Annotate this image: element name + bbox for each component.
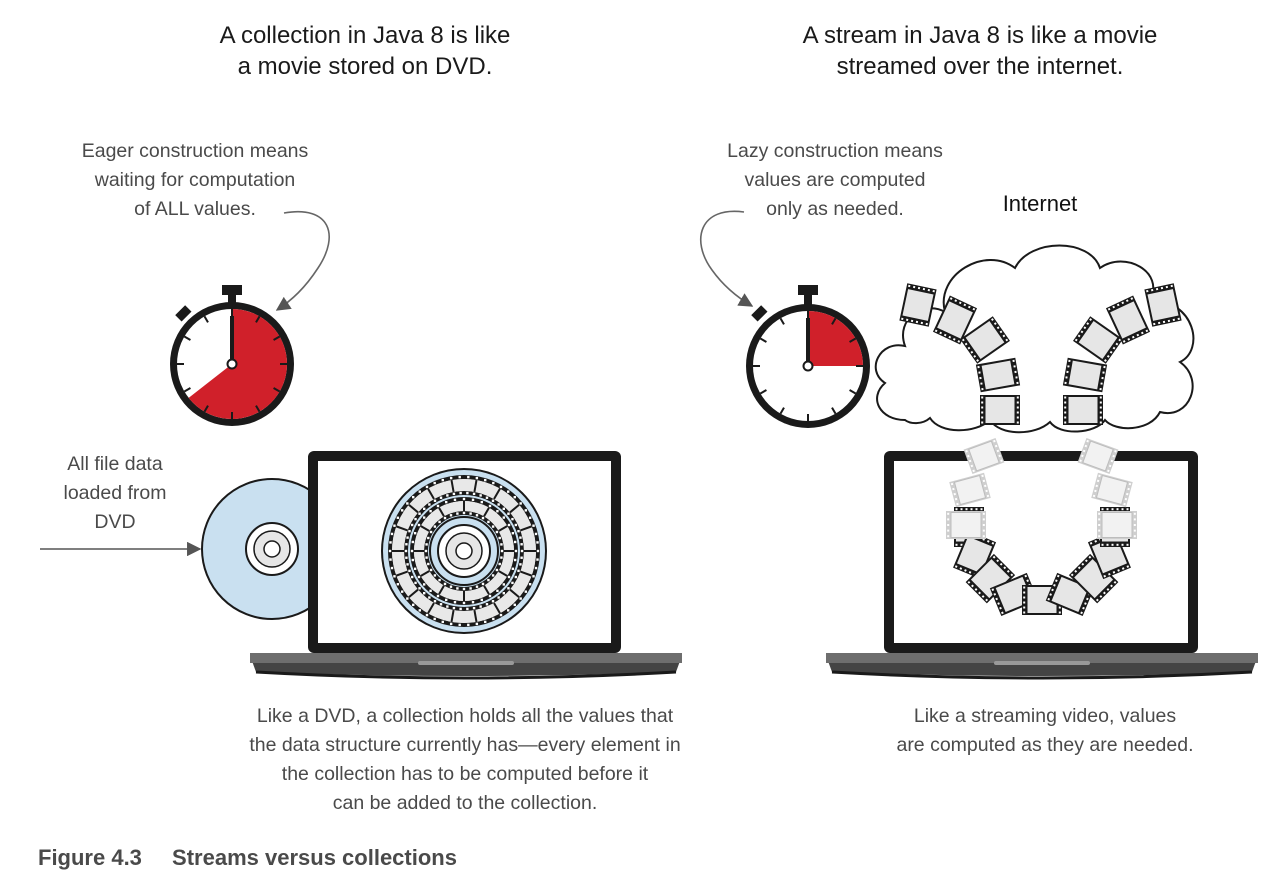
left-annotation-line: of ALL values. (134, 198, 256, 220)
right-annotation: Lazy construction means values are compu… (695, 137, 975, 224)
figure-title: Streams versus collections (172, 845, 457, 870)
right-annotation-line: only as needed. (766, 198, 904, 220)
right-description-line: Like a streaming video, values (913, 705, 1177, 727)
dvd-disc-icon (201, 478, 343, 620)
right-description: Like a streaming video, values are compu… (840, 702, 1250, 760)
left-description-line: Like a DVD, a collection holds all the v… (256, 705, 674, 727)
left-heading-line: A collection in Java 8 is like (219, 22, 511, 49)
figure-number: Figure 4.3 (38, 845, 142, 870)
left-annotation-line: Eager construction means (81, 140, 309, 162)
dvd-side-note-line: DVD (94, 511, 136, 533)
left-annotation-line: waiting for computation (94, 169, 296, 191)
film-strip-icon (899, 283, 1182, 616)
cloud-icon (874, 244, 1195, 434)
dvd-side-note-line: loaded from (63, 482, 167, 504)
right-annotation-line: Lazy construction means (727, 140, 943, 162)
dvd-side-note-line: All file data (67, 453, 163, 475)
cloud-label: Internet (1002, 191, 1078, 216)
right-heading-line: A stream in Java 8 is like a movie (802, 22, 1158, 49)
left-description-line: the collection has to be computed before… (281, 763, 649, 785)
stopwatch-icon (170, 285, 294, 426)
left-description-line: the data structure currently has—every e… (249, 734, 681, 756)
annotation-arrow (699, 210, 754, 307)
left-description-line: can be added to the collection. (332, 792, 598, 814)
right-heading-line: streamed over the internet. (836, 53, 1124, 80)
right-heading: A stream in Java 8 is like a movie strea… (755, 20, 1205, 82)
right-description-line: are computed as they are needed. (896, 734, 1194, 756)
film-reel-icon (381, 468, 547, 634)
laptop-icon (826, 451, 1258, 680)
left-heading: A collection in Java 8 is like a movie s… (145, 20, 585, 82)
elapsed-time-wedge (808, 311, 863, 366)
left-heading-line: a movie stored on DVD. (237, 53, 493, 80)
left-annotation: Eager construction means waiting for com… (50, 137, 340, 224)
left-description: Like a DVD, a collection holds all the v… (180, 702, 750, 818)
annotation-arrow (275, 210, 330, 311)
right-annotation-line: values are computed (744, 169, 926, 191)
elapsed-time-wedge (188, 309, 287, 419)
stopwatch-icon (746, 285, 870, 428)
dvd-side-note: All file data loaded from DVD (40, 450, 190, 537)
figure-caption: Figure 4.3 Streams versus collections (38, 845, 457, 871)
